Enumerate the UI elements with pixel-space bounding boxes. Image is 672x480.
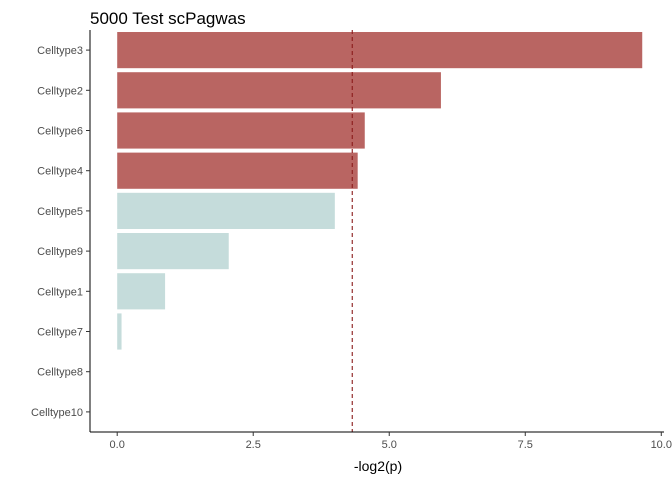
bar-celltype7 — [117, 313, 122, 350]
bars-group — [117, 32, 643, 350]
y-axis-ticks: Celltype3 Celltype2 Celltype6 Celltype4 Cell… — [31, 45, 90, 419]
y-tick-label-celltype2: Celltype2 — [37, 85, 83, 97]
y-tick-label-celltype1: Celltype1 — [37, 286, 83, 298]
x-tick-label-0: 0.0 — [110, 439, 125, 451]
bar-celltype9 — [117, 233, 229, 270]
y-tick-label-celltype7: Celltype7 — [37, 327, 83, 339]
x-axis-ticks: 0.0 2.5 5.0 7.5 10.0 — [110, 432, 672, 451]
bar-celltype2 — [117, 72, 441, 109]
x-tick-label-3: 7.5 — [518, 439, 533, 451]
y-tick-label-celltype4: Celltype4 — [37, 166, 83, 178]
y-tick-label-celltype6: Celltype6 — [37, 126, 83, 138]
y-tick-label-celltype10: Celltype10 — [31, 407, 83, 419]
chart-title: 5000 Test scPagwas — [90, 9, 246, 28]
bar-celltype1 — [117, 273, 166, 310]
bar-celltype6 — [117, 112, 365, 149]
y-tick-label-celltype5: Celltype5 — [37, 206, 83, 218]
bar-celltype5 — [117, 192, 335, 229]
y-tick-label-celltype3: Celltype3 — [37, 45, 83, 57]
x-tick-label-1: 2.5 — [246, 439, 261, 451]
x-tick-label-4: 10.0 — [651, 439, 672, 451]
bar-celltype3 — [117, 32, 643, 69]
x-tick-label-2: 5.0 — [382, 439, 397, 451]
bar-celltype4 — [117, 152, 358, 189]
x-axis-title: -log2(p) — [354, 458, 402, 474]
y-tick-label-celltype8: Celltype8 — [37, 367, 83, 379]
y-tick-label-celltype9: Celltype9 — [37, 246, 83, 258]
